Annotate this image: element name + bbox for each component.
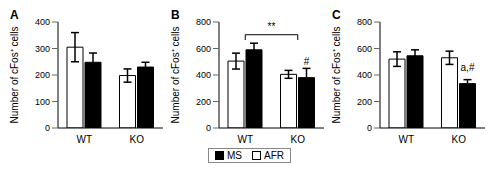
svg-text:300: 300 bbox=[35, 44, 50, 54]
svg-text:0: 0 bbox=[367, 123, 372, 133]
svg-text:400: 400 bbox=[35, 17, 50, 27]
svg-text:#: # bbox=[304, 56, 310, 67]
svg-text:WT: WT bbox=[76, 134, 92, 145]
svg-text:400: 400 bbox=[196, 70, 211, 80]
html-text:A: A bbox=[10, 8, 19, 22]
svg-text:KO: KO bbox=[291, 134, 306, 145]
svg-text:KO: KO bbox=[130, 134, 145, 145]
svg-text:200: 200 bbox=[357, 97, 372, 107]
svg-text:0: 0 bbox=[45, 123, 50, 133]
html-text:AFR: AFR bbox=[264, 150, 284, 161]
svg-text:**: ** bbox=[268, 21, 276, 32]
svg-text:100: 100 bbox=[35, 97, 50, 107]
svg-text:200: 200 bbox=[35, 70, 50, 80]
svg-text:WT: WT bbox=[398, 134, 414, 145]
svg-text:Number of cFos⁺ cells: Number of cFos⁺ cells bbox=[9, 27, 20, 124]
svg-text:Number of cFos⁺ cells: Number of cFos⁺ cells bbox=[170, 27, 181, 124]
svg-text:400: 400 bbox=[357, 70, 372, 80]
svg-text:200: 200 bbox=[196, 97, 211, 107]
svg-text:600: 600 bbox=[196, 44, 211, 54]
svg-text:WT: WT bbox=[237, 134, 253, 145]
svg-text:KO: KO bbox=[452, 134, 467, 145]
html-text:MS: MS bbox=[227, 150, 242, 161]
svg-text:a,#: a,# bbox=[461, 62, 475, 73]
html-text:B: B bbox=[171, 8, 180, 22]
svg-text:0: 0 bbox=[206, 123, 211, 133]
svg-text:800: 800 bbox=[196, 17, 211, 27]
svg-text:Number of cFos⁺ cells: Number of cFos⁺ cells bbox=[331, 27, 342, 124]
svg-text:600: 600 bbox=[357, 44, 372, 54]
svg-text:800: 800 bbox=[357, 17, 372, 27]
html-text:C: C bbox=[332, 8, 341, 22]
